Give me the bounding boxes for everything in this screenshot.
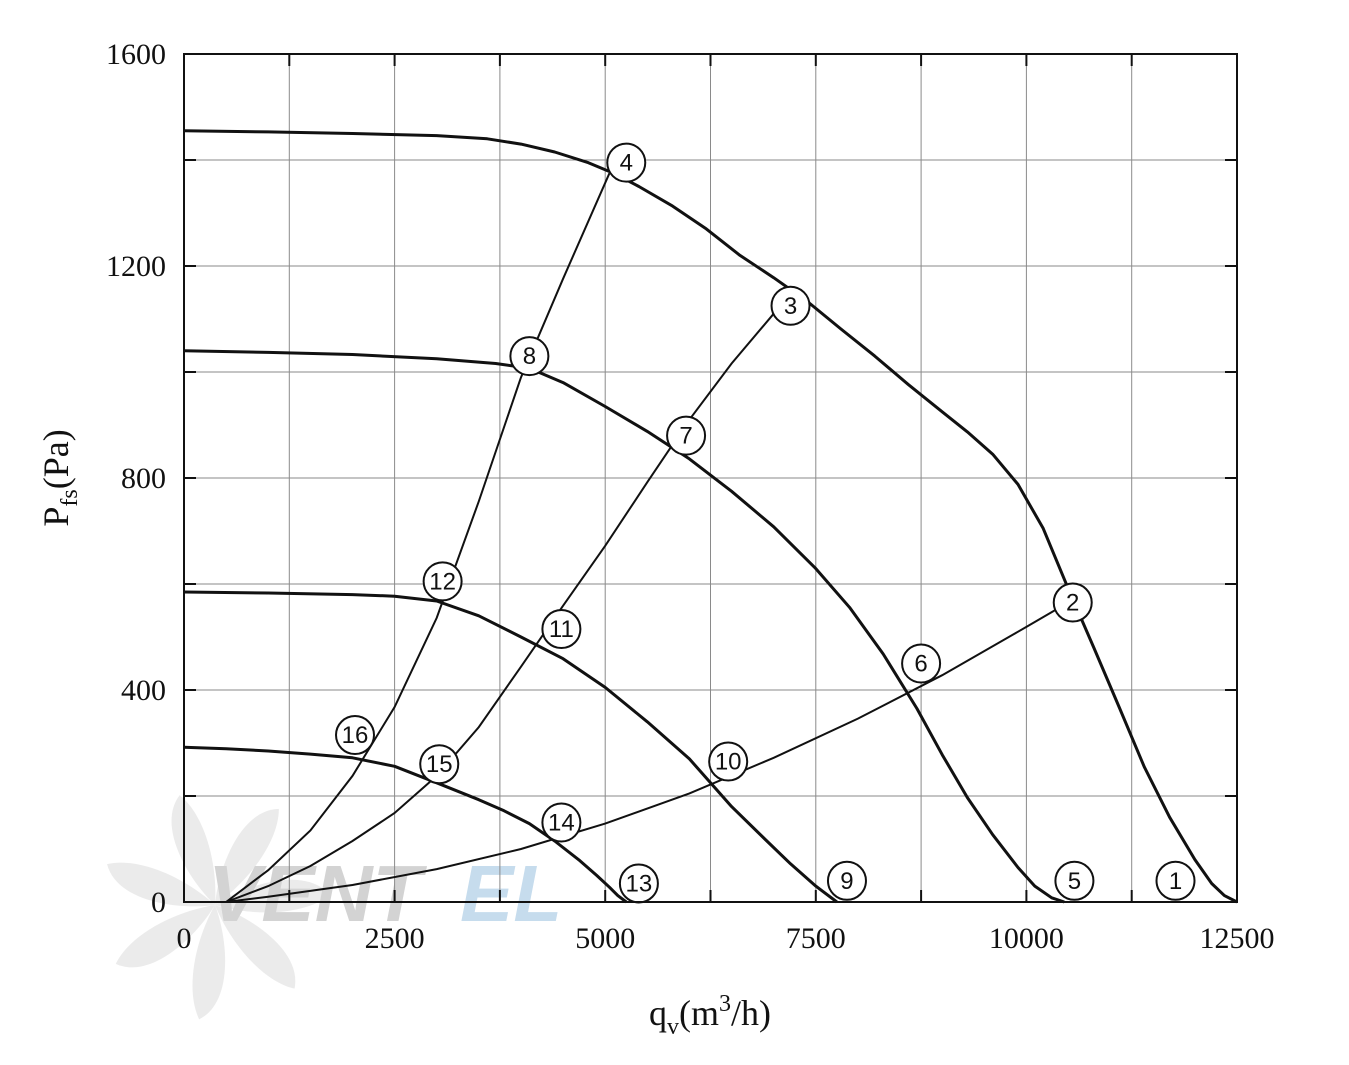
point-marker-2: 2 bbox=[1052, 582, 1093, 623]
point-marker-11: 11 bbox=[541, 609, 582, 650]
fan-blade-shape bbox=[171, 795, 216, 905]
point-marker-13: 13 bbox=[618, 863, 659, 904]
fan-curve-1 bbox=[183, 129, 1238, 904]
marker-circle bbox=[1052, 582, 1093, 623]
fan-logo-icon bbox=[107, 795, 330, 1020]
marker-circle bbox=[422, 561, 463, 602]
y-axis-title-tail: (Pa) bbox=[36, 429, 76, 489]
point-marker-4: 4 bbox=[606, 142, 647, 183]
y-tick-label: 1200 bbox=[106, 250, 166, 283]
y-tick-label: 0 bbox=[151, 886, 166, 919]
fan-blade-shape bbox=[107, 862, 215, 907]
point-marker-6: 6 bbox=[901, 643, 942, 684]
marker-label: 15 bbox=[426, 751, 453, 778]
watermark-text-left: VENT bbox=[208, 849, 427, 938]
marker-circle bbox=[770, 285, 811, 326]
point-marker-3: 3 bbox=[770, 285, 811, 326]
marker-label: 13 bbox=[626, 870, 653, 897]
y-tick-labels: 0 400 800 1200 1600 bbox=[106, 38, 166, 919]
x-axis-title: qv(m3/h) bbox=[649, 991, 771, 1040]
ticks bbox=[184, 54, 1237, 902]
marker-label: 2 bbox=[1066, 590, 1079, 617]
x-axis-title-paren: (m bbox=[679, 993, 719, 1033]
marker-circle bbox=[606, 142, 647, 183]
y-tick-label: 400 bbox=[121, 674, 166, 707]
x-tick-labels: 0 2500 5000 7500 10000 12500 bbox=[177, 922, 1275, 955]
marker-label: 8 bbox=[523, 343, 536, 370]
x-axis-title-sub: v bbox=[667, 1014, 679, 1040]
marker-circle bbox=[541, 802, 582, 843]
marker-circle bbox=[509, 336, 550, 377]
system-curve-5 bbox=[225, 606, 1061, 903]
marker-label: 14 bbox=[548, 810, 575, 837]
fan-blade-shape bbox=[192, 905, 226, 1020]
marker-circle bbox=[901, 643, 942, 684]
point-marker-1: 1 bbox=[1155, 860, 1196, 901]
x-tick-label: 0 bbox=[177, 922, 192, 955]
point-marker-12: 12 bbox=[422, 561, 463, 602]
marker-label: 12 bbox=[429, 568, 456, 595]
marker-circle bbox=[419, 744, 460, 785]
point-marker-5: 5 bbox=[1054, 860, 1095, 901]
watermark-text-right: EL bbox=[460, 849, 562, 938]
marker-circle bbox=[1054, 860, 1095, 901]
marker-circle bbox=[708, 741, 749, 782]
marker-circle bbox=[1155, 860, 1196, 901]
x-axis-title-sup: 3 bbox=[719, 991, 731, 1017]
system-curve-7 bbox=[225, 172, 611, 903]
point-marker-15: 15 bbox=[419, 744, 460, 785]
point-marker-8: 8 bbox=[509, 336, 550, 377]
marker-label: 10 bbox=[715, 749, 742, 776]
point-marker-10: 10 bbox=[708, 741, 749, 782]
y-axis-title-main: P bbox=[36, 507, 76, 527]
y-axis-title-sub: fs bbox=[57, 489, 83, 506]
marker-circle bbox=[666, 415, 707, 456]
point-marker-14: 14 bbox=[541, 802, 582, 843]
grid bbox=[184, 54, 1237, 902]
marker-label: 7 bbox=[679, 423, 692, 450]
marker-circle bbox=[541, 609, 582, 650]
x-tick-label: 10000 bbox=[989, 922, 1064, 955]
x-axis-title-main: q bbox=[649, 993, 667, 1033]
y-tick-label: 800 bbox=[121, 462, 166, 495]
y-axis-title: Pfs(Pa) bbox=[36, 429, 83, 526]
fan-curve-2 bbox=[183, 349, 1065, 904]
x-tick-label: 2500 bbox=[365, 922, 425, 955]
marker-label: 9 bbox=[840, 868, 853, 895]
fan-blade-shape bbox=[115, 905, 215, 968]
marker-circle bbox=[826, 860, 867, 901]
marker-label: 4 bbox=[620, 150, 633, 177]
marker-label: 3 bbox=[784, 293, 797, 320]
fan-blade-shape bbox=[215, 808, 279, 905]
point-marker-7: 7 bbox=[666, 415, 707, 456]
x-axis-title-tail: /h) bbox=[731, 993, 771, 1033]
point-marker-16: 16 bbox=[335, 715, 376, 756]
x-tick-label: 7500 bbox=[786, 922, 846, 955]
marker-label: 1 bbox=[1169, 868, 1182, 895]
fan-blade-shape bbox=[215, 905, 296, 989]
marker-label: 11 bbox=[549, 616, 574, 643]
marker-label: 16 bbox=[342, 722, 369, 749]
y-tick-label: 1600 bbox=[106, 38, 166, 71]
marker-label: 5 bbox=[1068, 868, 1081, 895]
point-marker-9: 9 bbox=[826, 860, 867, 901]
x-tick-label: 5000 bbox=[575, 922, 635, 955]
marker-circle bbox=[335, 715, 376, 756]
fan-curve-3 bbox=[183, 590, 838, 904]
fan-curve-4 bbox=[183, 745, 628, 904]
watermark-logo: VENT EL bbox=[107, 795, 562, 1020]
x-tick-label: 12500 bbox=[1200, 922, 1275, 955]
marker-label: 6 bbox=[914, 651, 927, 678]
